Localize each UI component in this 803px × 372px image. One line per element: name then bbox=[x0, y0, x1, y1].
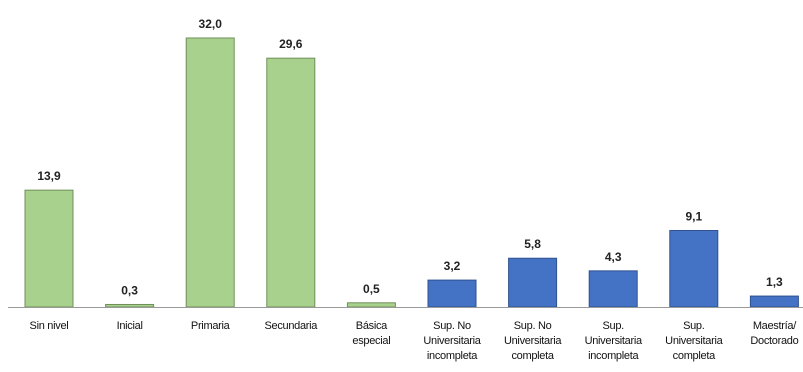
bar-value-label: 4,3 bbox=[605, 250, 622, 264]
bar-value-label: 0,3 bbox=[121, 283, 138, 297]
bar-value-label: 9,1 bbox=[685, 210, 702, 224]
bar-2 bbox=[185, 37, 235, 308]
bar-5 bbox=[427, 279, 477, 308]
category-label: Básica especial bbox=[352, 320, 390, 347]
category-label: Sup. No Universitaria completa bbox=[504, 320, 562, 362]
bar-6 bbox=[508, 257, 558, 308]
bar-4 bbox=[346, 302, 396, 308]
category-label: Primaria bbox=[191, 320, 231, 332]
category-labels-group: Sin nivel Inicial Primaria Secundaria Básica… bbox=[30, 320, 799, 362]
bars-group bbox=[24, 37, 799, 308]
bar-8 bbox=[669, 230, 719, 308]
category-label: Maestría/Doctorado bbox=[750, 320, 798, 347]
category-label: Sup. Universitaria incompleta bbox=[585, 320, 643, 362]
bar-3 bbox=[266, 57, 316, 308]
bar-0 bbox=[24, 189, 74, 308]
bar-7 bbox=[588, 270, 638, 308]
category-label: Sin nivel bbox=[30, 320, 69, 332]
category-label: Sup. No Universitaria incompleta bbox=[423, 320, 481, 362]
bar-value-label: 0,5 bbox=[363, 282, 380, 296]
bar-value-label: 29,6 bbox=[279, 37, 303, 51]
category-label: Sup. Universitaria completa bbox=[665, 320, 723, 362]
category-label: Inicial bbox=[117, 320, 143, 332]
bar-value-label: 32,0 bbox=[199, 17, 223, 31]
category-label: Secundaria bbox=[264, 320, 318, 332]
bar-value-label: 13,9 bbox=[37, 169, 61, 183]
bar-value-label: 1,3 bbox=[766, 275, 783, 289]
bar-9 bbox=[749, 295, 799, 308]
bar-value-label: 5,8 bbox=[524, 237, 541, 251]
value-labels-group: 13,9 0,3 32,0 29,6 0,5 3,2 5,8 4,3 9,1 1,3 bbox=[37, 17, 783, 297]
bar-1 bbox=[105, 303, 155, 308]
bar-value-label: 3,2 bbox=[444, 259, 461, 273]
